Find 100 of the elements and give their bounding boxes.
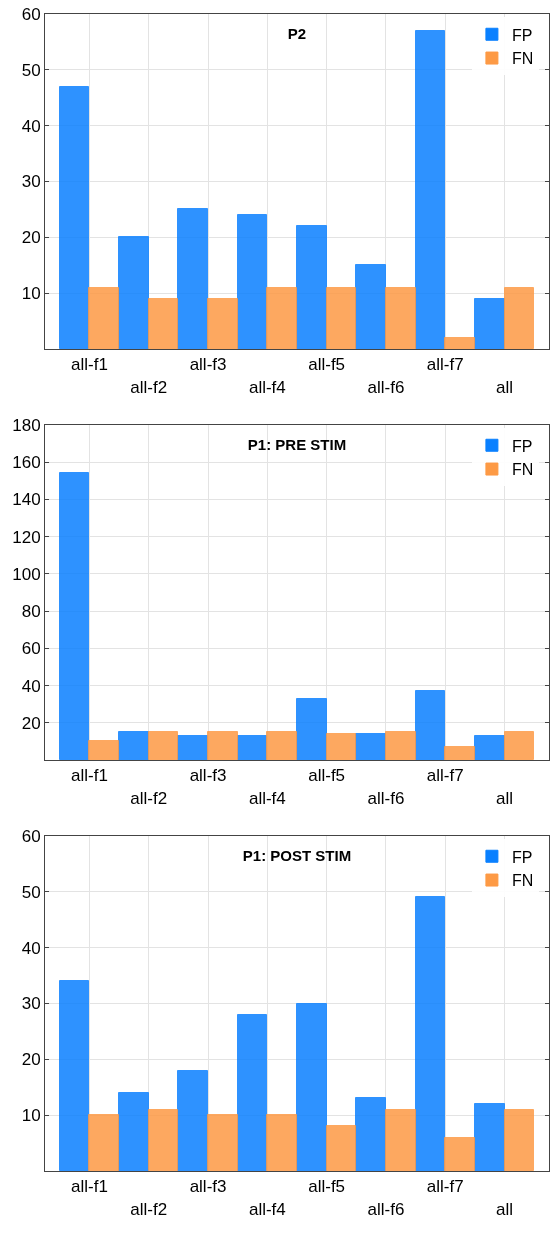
y-tick-label: 40 [21,938,41,958]
bar [504,731,534,760]
bar [326,1125,356,1171]
bar [504,1109,534,1171]
y-tick-label: 180 [12,415,41,435]
y-tick-label: 30 [21,172,41,192]
x-tick-label: all-f4 [248,788,286,808]
y-tick-label: 40 [21,676,41,696]
legend-label: FP [511,437,533,455]
bar [207,298,238,349]
y-tick-label: 20 [21,713,41,733]
bar [59,472,89,760]
bar [385,287,416,349]
bar [59,86,89,349]
y-tick-label: 40 [21,116,41,136]
x-tick-label: all-f6 [367,1199,405,1219]
x-tick-label: all-f4 [248,377,286,397]
legend-label: FN [511,461,534,479]
y-tick-label: 50 [21,60,41,80]
text: P1: PRE STIM [247,436,347,454]
bar [207,1114,238,1171]
bar [415,30,445,349]
y-tick-label: 30 [21,994,41,1014]
bar [474,735,505,760]
bar [266,1114,297,1171]
x-tick-label: all-f7 [426,355,464,375]
x-tick-label: all [496,788,514,808]
x-tick-label: all-f3 [189,766,227,786]
y-tick-label: 10 [21,284,41,304]
bar [237,214,267,349]
x-tick-label: all [496,1199,514,1219]
x-tick-label: all-f6 [367,377,405,397]
y-tick-label: 140 [12,490,41,510]
x-tick-label: all-f3 [189,355,227,375]
x-tick-label: all-f3 [189,1177,227,1197]
x-tick-label: all-f1 [71,355,108,375]
y-tick-label: 100 [12,564,41,584]
bar [415,690,445,760]
y-tick-label: 60 [21,639,41,659]
bar [266,287,297,349]
legend-label: FP [511,26,533,44]
bar [88,1114,119,1171]
bar [444,1137,475,1171]
bar [59,980,89,1171]
bar [385,731,416,760]
x-tick-label: all-f6 [367,788,405,808]
bar [385,1109,416,1171]
text: P1: POST STIM [242,847,352,865]
bar [148,731,178,760]
x-tick-label: all-f4 [248,1199,286,1219]
x-tick-label: all-f1 [71,766,108,786]
text: P2 [287,25,307,43]
x-tick-label: all-f5 [308,355,346,375]
bar [296,225,327,349]
y-tick-label: 60 [21,4,41,24]
bar [355,733,386,760]
bar [444,746,475,760]
bar [88,740,119,760]
bar [177,735,208,760]
bar [474,298,505,349]
bar [266,731,297,760]
bar [177,208,208,349]
bar [444,337,475,349]
bar [207,731,238,760]
bar [118,1092,149,1171]
x-tick-label: all-f7 [426,766,464,786]
legend-label: FP [511,848,533,866]
bar [474,1103,505,1171]
bar [504,287,534,349]
x-tick-label: all-f5 [308,766,346,786]
bar [118,731,149,760]
x-tick-label: all-f2 [130,1199,168,1219]
bar [296,1003,327,1171]
legend-label: FN [511,872,534,890]
y-tick-label: 160 [12,453,41,473]
x-tick-label: all-f2 [130,377,168,397]
bar [326,733,356,760]
bar [237,1014,267,1171]
y-tick-label: 20 [21,1050,41,1070]
x-tick-label: all [496,377,514,397]
bar [296,698,327,760]
x-tick-label: all-f1 [71,1177,108,1197]
y-tick-label: 20 [21,228,41,248]
x-tick-label: all-f7 [426,1177,464,1197]
y-tick-label: 120 [12,527,41,547]
y-tick-label: 80 [21,602,41,622]
bar [148,298,178,349]
y-tick-label: 60 [21,826,41,846]
x-tick-label: all-f5 [308,1177,346,1197]
legend-label: FN [511,50,534,68]
bar [148,1109,178,1171]
y-tick-label: 50 [21,882,41,902]
bar [237,735,267,760]
y-tick-label: 10 [21,1106,41,1126]
bar [88,287,119,349]
bar [355,1097,386,1171]
x-tick-label: all-f2 [130,788,168,808]
bar [118,236,149,349]
bar [355,264,386,349]
bar [415,896,445,1171]
